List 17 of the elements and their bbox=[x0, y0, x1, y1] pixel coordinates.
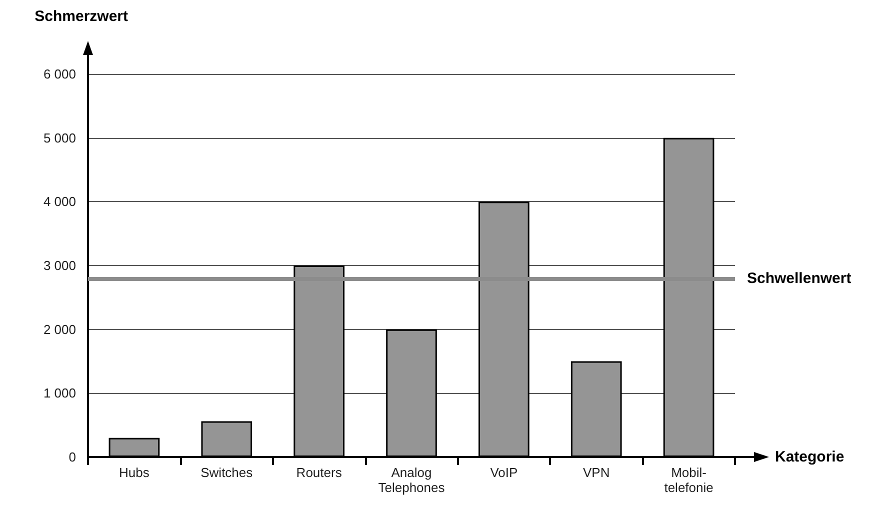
y-tick-label: 0 bbox=[68, 450, 76, 464]
ref-line-label: Schwellenwert bbox=[747, 270, 852, 287]
x-tick-label: VPN bbox=[582, 465, 610, 480]
x-axis-title: Kategorie bbox=[775, 448, 844, 466]
y-axis-title: Schmerzwert bbox=[34, 8, 128, 25]
x-tick-label: Switches bbox=[200, 465, 254, 480]
y-tick-label: 4 000 bbox=[43, 194, 76, 210]
x-tick-label: Mobil- telefonie bbox=[664, 465, 714, 495]
y-tick-label: 3 000 bbox=[43, 258, 76, 273]
x-tick-label: Hubs bbox=[119, 465, 150, 480]
y-tick-label: 2 000 bbox=[43, 322, 76, 337]
x-tick-label: Routers bbox=[296, 465, 342, 480]
y-tick-label: 6 000 bbox=[43, 66, 76, 82]
y-tick-label: 5 000 bbox=[43, 130, 76, 146]
x-tick-label: VoIP bbox=[490, 465, 518, 480]
x-tick-label: Analog Telephones bbox=[378, 465, 446, 495]
y-tick-label: 1 000 bbox=[43, 386, 76, 401]
